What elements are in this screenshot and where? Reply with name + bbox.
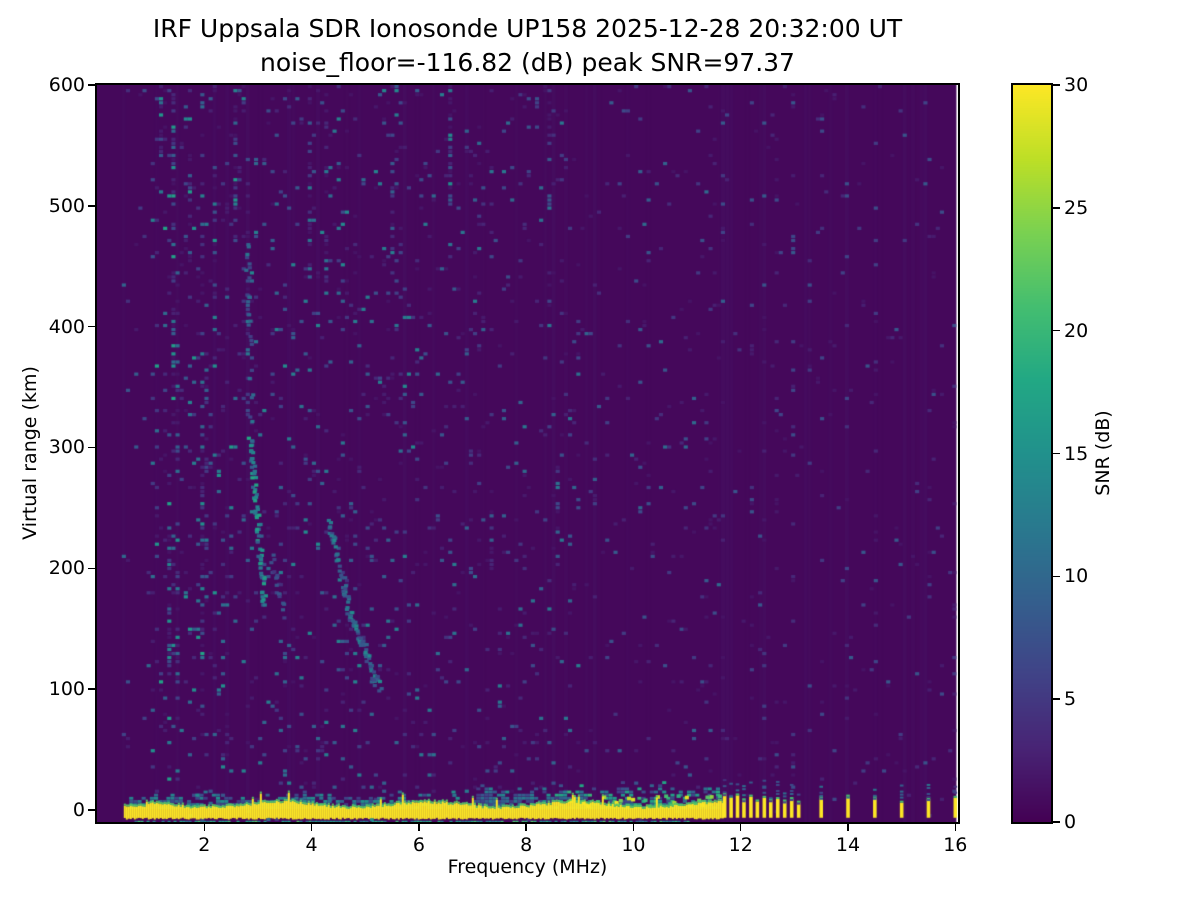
x-tick bbox=[847, 824, 849, 831]
x-axis-label: Frequency (MHz) bbox=[447, 856, 608, 878]
x-tick bbox=[418, 824, 420, 831]
colorbar-tick bbox=[1053, 575, 1060, 578]
y-tick-label: 200 bbox=[48, 557, 85, 580]
colorbar-tick-label: 0 bbox=[1064, 811, 1077, 833]
y-tick-label: 0 bbox=[72, 798, 85, 821]
y-tick-label: 500 bbox=[48, 194, 85, 217]
x-tick-label: 12 bbox=[728, 834, 753, 856]
colorbar-tick bbox=[1053, 329, 1060, 332]
x-tick bbox=[203, 824, 206, 831]
colorbar-frame bbox=[1011, 83, 1053, 824]
x-tick-label: 6 bbox=[412, 834, 425, 856]
colorbar-tick-label: 5 bbox=[1064, 688, 1077, 711]
x-tick-label: 2 bbox=[198, 834, 211, 856]
colorbar-tick bbox=[1053, 84, 1060, 86]
y-tick-label: 300 bbox=[48, 436, 85, 459]
y-tick bbox=[88, 809, 95, 811]
y-tick-label: 400 bbox=[48, 315, 85, 338]
colorbar-gradient bbox=[1013, 85, 1051, 822]
x-tick-label: 14 bbox=[835, 834, 861, 856]
colorbar-tick bbox=[1053, 821, 1060, 823]
y-tick-label: 100 bbox=[48, 678, 85, 701]
x-tick-label: 8 bbox=[520, 834, 533, 856]
x-tick bbox=[739, 824, 742, 831]
x-tick-label: 10 bbox=[621, 834, 646, 856]
y-tick bbox=[88, 567, 95, 570]
x-tick-label: 16 bbox=[943, 834, 968, 856]
y-tick-label: 600 bbox=[48, 74, 85, 96]
y-tick bbox=[88, 205, 95, 207]
x-tick bbox=[525, 824, 527, 831]
y-tick bbox=[88, 688, 95, 690]
x-tick bbox=[632, 824, 635, 831]
x-tick bbox=[310, 824, 313, 831]
colorbar-tick-label: 10 bbox=[1064, 565, 1089, 588]
colorbar-tick bbox=[1053, 207, 1060, 209]
x-tick bbox=[954, 824, 957, 831]
ionogram-heatmap-canvas bbox=[97, 85, 958, 822]
axes-frame bbox=[95, 83, 960, 824]
colorbar-tick-label: 25 bbox=[1064, 196, 1089, 219]
colorbar-tick-label: 15 bbox=[1064, 442, 1089, 465]
y-tick bbox=[88, 446, 95, 449]
y-axis-label: Virtual range (km) bbox=[19, 366, 41, 540]
y-tick bbox=[88, 84, 95, 86]
colorbar-tick-label: 30 bbox=[1064, 74, 1089, 96]
x-tick-label: 4 bbox=[305, 834, 318, 856]
chart-subtitle: noise_floor=-116.82 (dB) peak SNR=97.37 bbox=[260, 48, 795, 77]
chart-title: IRF Uppsala SDR Ionosonde UP158 2025-12-… bbox=[152, 14, 903, 43]
y-tick bbox=[88, 325, 95, 328]
colorbar-tick bbox=[1053, 452, 1060, 455]
colorbar-tick-label: 20 bbox=[1064, 319, 1089, 342]
colorbar-tick bbox=[1053, 698, 1060, 700]
